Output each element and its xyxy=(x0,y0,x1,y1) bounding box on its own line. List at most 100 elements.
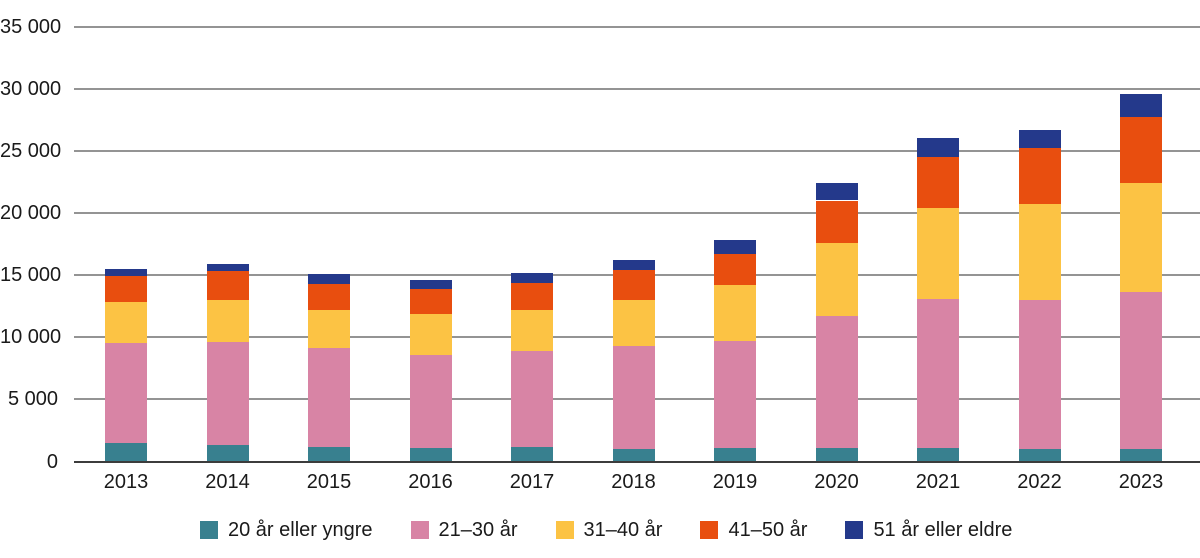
x-axis-line xyxy=(74,460,1200,463)
x-axis-tick-label: 2014 xyxy=(205,471,250,493)
legend: 20 år eller yngre 21–30 år 31–40 år 41–50 å… xyxy=(200,519,1012,541)
bar-segment xyxy=(1018,204,1061,300)
bar-segment xyxy=(511,272,553,283)
bar-segment xyxy=(1120,93,1162,118)
bar-segment xyxy=(917,298,959,448)
gridline xyxy=(74,25,1200,28)
gridline xyxy=(74,211,1200,214)
bar-segment xyxy=(612,270,655,300)
bar-2017 xyxy=(511,0,553,462)
legend-label: 20 år eller yngre xyxy=(228,519,373,541)
bar-segment xyxy=(815,316,858,448)
bar-segment xyxy=(511,350,553,447)
bar-segment xyxy=(206,445,249,462)
gridline xyxy=(74,87,1200,90)
legend-swatch-icon xyxy=(700,521,719,539)
bar-segment xyxy=(612,299,655,346)
bar-segment xyxy=(511,446,553,462)
bar-segment xyxy=(917,138,959,157)
bar-2018 xyxy=(612,0,655,462)
bar-segment xyxy=(612,345,655,450)
bar-segment xyxy=(1018,129,1061,149)
legend-item: 41–50 år xyxy=(700,519,807,541)
bar-2013 xyxy=(105,0,147,462)
legend-item: 31–40 år xyxy=(555,519,663,541)
y-axis-tick-label: 20 000 xyxy=(0,201,62,224)
gridline xyxy=(74,149,1200,152)
bar-segment xyxy=(1120,117,1162,184)
bar-segment xyxy=(409,280,452,289)
y-axis-tick-label: 35 000 xyxy=(0,15,62,38)
bar-segment xyxy=(714,253,756,285)
x-axis-tick-label: 2023 xyxy=(1118,471,1164,493)
bar-segment xyxy=(206,271,249,300)
bar-2014 xyxy=(206,0,249,462)
y-axis-tick-label: 0 xyxy=(46,450,58,473)
bar-segment xyxy=(815,200,858,243)
bar-segment xyxy=(714,285,756,341)
bar-segment xyxy=(815,242,858,317)
bar-segment xyxy=(815,447,858,462)
bar-2016 xyxy=(409,0,452,462)
legend-swatch-icon xyxy=(555,521,574,539)
legend-label: 31–40 år xyxy=(583,519,663,541)
bar-segment xyxy=(206,342,249,446)
x-axis-tick-label: 2015 xyxy=(306,471,352,493)
x-axis-tick-label: 2021 xyxy=(915,471,961,493)
legend-swatch-icon xyxy=(845,521,864,539)
bar-segment xyxy=(815,183,858,201)
y-axis-tick-label: 5 000 xyxy=(7,388,58,411)
bar-segment xyxy=(511,309,553,351)
bar-segment xyxy=(409,288,452,314)
x-axis-tick-label: 2018 xyxy=(611,471,656,493)
bar-segment xyxy=(105,442,147,462)
bar-segment xyxy=(206,299,249,343)
bar-segment xyxy=(714,240,756,254)
bar-segment xyxy=(1018,299,1061,450)
bar-2019 xyxy=(714,0,756,462)
bar-segment xyxy=(1018,449,1061,462)
bar-segment xyxy=(409,313,452,355)
bar-segment xyxy=(308,273,350,284)
bar-segment xyxy=(409,354,452,448)
bar-segment xyxy=(206,263,249,272)
bar-segment xyxy=(105,268,147,277)
x-axis-tick-label: 2019 xyxy=(712,471,758,493)
legend-label: 21–30 år xyxy=(438,519,518,541)
bar-segment xyxy=(308,446,350,462)
bar-segment xyxy=(308,309,350,349)
legend-label: 51 år eller eldre xyxy=(873,519,1013,541)
bar-segment xyxy=(612,449,655,462)
bar-segment xyxy=(1120,449,1162,462)
bar-segment xyxy=(917,207,959,299)
bar-segment xyxy=(308,348,350,447)
y-axis-tick-label: 25 000 xyxy=(0,139,62,162)
x-axis-tick-label: 2013 xyxy=(103,471,149,493)
bar-segment xyxy=(105,276,147,303)
bar-segment xyxy=(612,260,655,271)
legend-item: 51 år eller eldre xyxy=(845,519,1012,541)
bar-segment xyxy=(714,447,756,462)
legend-label: 41–50 år xyxy=(728,519,808,541)
bar-2015 xyxy=(308,0,350,462)
bar-segment xyxy=(409,447,452,462)
bar-segment xyxy=(308,283,350,310)
y-axis-tick-label: 30 000 xyxy=(0,77,62,100)
y-axis-tick-label: 10 000 xyxy=(0,326,62,349)
legend-item: 21–30 år xyxy=(410,519,518,541)
bar-2022 xyxy=(1018,0,1061,462)
bar-segment xyxy=(105,343,147,443)
legend-swatch-icon xyxy=(410,521,429,539)
x-axis-tick-label: 2022 xyxy=(1017,471,1062,493)
x-axis-tick-label: 2016 xyxy=(408,471,453,493)
bar-segment xyxy=(1018,148,1061,205)
bar-segment xyxy=(714,340,756,448)
y-axis-tick-label: 15 000 xyxy=(0,264,62,287)
bar-segment xyxy=(917,447,959,462)
legend-swatch-icon xyxy=(200,521,218,539)
bar-segment xyxy=(917,157,959,208)
legend-item: 20 år eller yngre xyxy=(200,519,373,541)
bar-segment xyxy=(105,302,147,344)
bar-2020 xyxy=(815,0,858,462)
